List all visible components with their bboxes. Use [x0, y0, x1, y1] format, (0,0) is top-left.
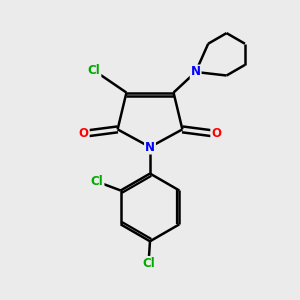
Text: N: N [190, 65, 201, 79]
Text: Cl: Cl [142, 257, 155, 270]
Text: O: O [79, 127, 89, 140]
Text: N: N [145, 141, 155, 154]
Text: Cl: Cl [88, 64, 100, 77]
Text: Cl: Cl [91, 175, 103, 188]
Text: O: O [211, 127, 221, 140]
